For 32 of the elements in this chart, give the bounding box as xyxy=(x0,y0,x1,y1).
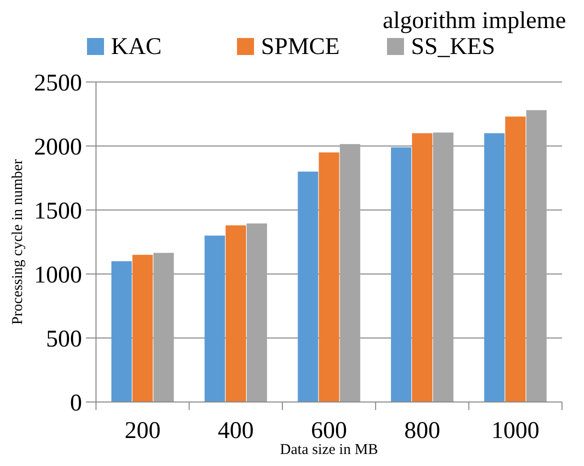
y-tick-label: 0 xyxy=(70,390,82,416)
bar xyxy=(111,261,132,402)
bar xyxy=(484,133,505,402)
y-tick-label: 2000 xyxy=(34,134,82,160)
bar xyxy=(526,110,547,402)
bar xyxy=(226,225,246,402)
bar xyxy=(246,223,268,402)
x-tick-label: 800 xyxy=(404,418,440,444)
y-tick-label: 2500 xyxy=(34,70,82,96)
bar xyxy=(204,236,225,402)
y-tick-label: 500 xyxy=(46,326,82,352)
bar xyxy=(412,133,432,402)
legend-label: SS_KES xyxy=(411,34,496,60)
x-axis-title: Data size in MB xyxy=(280,442,378,458)
legend-label: KAC xyxy=(111,34,162,60)
x-tick-label: 400 xyxy=(218,418,254,444)
x-tick-label: 1000 xyxy=(491,418,540,444)
y-tick-label: 1500 xyxy=(34,198,82,224)
bar xyxy=(153,252,174,402)
y-axis-title: Processing cycle in number xyxy=(10,159,26,325)
bar xyxy=(390,147,412,402)
bar xyxy=(433,132,454,402)
bar xyxy=(132,254,153,402)
bar xyxy=(505,116,526,402)
bar xyxy=(318,152,340,402)
legend-label: SPMCE xyxy=(261,34,340,60)
y-tick-label: 1000 xyxy=(34,262,82,288)
chart-title: algorithm impleme xyxy=(382,8,566,34)
x-tick-label: 600 xyxy=(311,418,347,444)
bar xyxy=(340,144,360,402)
bar xyxy=(298,172,318,402)
x-tick-label: 200 xyxy=(124,418,161,444)
